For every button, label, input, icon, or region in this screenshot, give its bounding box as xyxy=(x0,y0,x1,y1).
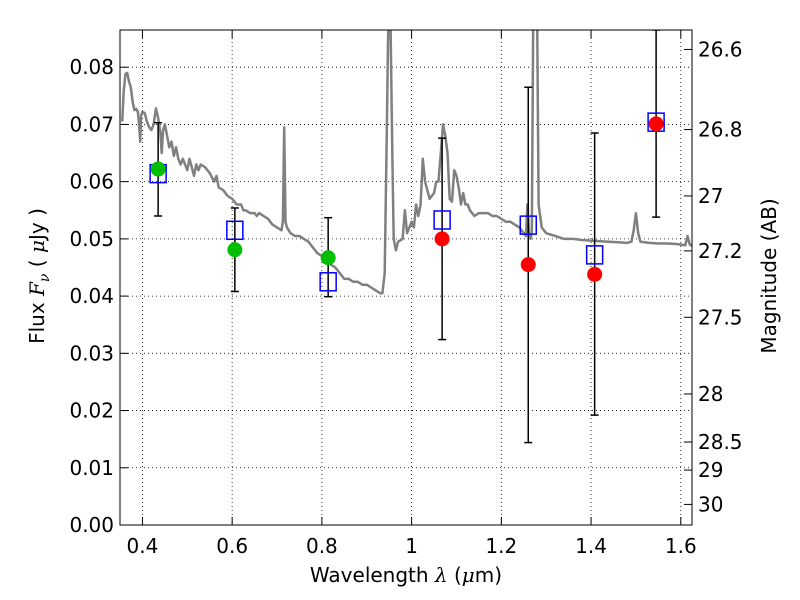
x-tick-label: 1.4 xyxy=(575,534,607,558)
x-tick-label: 1.2 xyxy=(485,534,517,558)
y2-tick-label: 28.5 xyxy=(698,430,743,454)
y2-tick-label: 29 xyxy=(698,458,723,482)
x-tick-labels: 0.4 0.6 0.8 1 1.2 1.4 1.6 xyxy=(127,534,697,558)
model-photometry-square xyxy=(585,245,604,265)
grid-lines xyxy=(120,30,692,526)
model-photometry-square xyxy=(319,272,337,292)
y-tick-label: 0.02 xyxy=(69,399,114,423)
y2-tick-label: 27.2 xyxy=(698,239,743,263)
x-tick-label: 0.8 xyxy=(306,534,338,558)
observed-flux-layer xyxy=(150,116,664,282)
y-tick-label: 0.00 xyxy=(69,513,114,537)
model-photometry-square xyxy=(519,215,538,235)
x-tick-label: 0.6 xyxy=(216,534,248,558)
observed-detection-point xyxy=(227,242,243,258)
model-spectrum-line xyxy=(120,30,692,295)
model-photometry-layer xyxy=(149,112,665,292)
x-tick-label: 1 xyxy=(405,534,418,558)
y-tick-label: 0.07 xyxy=(69,112,114,136)
x-axis-title: Wavelength λ (μm) xyxy=(310,563,502,587)
x-tick-label: 0.4 xyxy=(127,534,159,558)
y2-tick-label: 27 xyxy=(698,184,723,208)
y-tick-labels: 0.00 0.01 0.02 0.03 0.04 0.05 0.06 0.07 0.08 xyxy=(69,55,114,537)
y2-tick-label: 30 xyxy=(698,492,723,516)
model-photometry-square xyxy=(433,210,451,230)
observed-nondetection-point xyxy=(648,116,664,132)
observed-nondetection-point xyxy=(434,231,450,247)
y-tick-label: 0.03 xyxy=(69,341,114,365)
plot-frame xyxy=(119,29,693,526)
observed-nondetection-point xyxy=(520,257,536,273)
y-tick-label: 0.05 xyxy=(69,227,114,251)
model-photometry-square xyxy=(226,220,244,241)
y-axis-title: Flux Fν ( μJy ) xyxy=(25,208,53,344)
observed-detection-point xyxy=(320,250,336,266)
y-tick-label: 0.01 xyxy=(69,456,114,480)
y2-tick-label: 26.8 xyxy=(698,118,743,142)
y-tick-label: 0.08 xyxy=(69,55,114,79)
x-tick-label: 1.6 xyxy=(665,534,697,558)
model-spectrum-layer xyxy=(120,30,692,295)
y-tick-label: 0.04 xyxy=(69,284,114,308)
y2-tick-label: 28 xyxy=(698,382,723,406)
errorbar-layer xyxy=(154,30,661,444)
y2-tick-labels: 26.6 26.8 27 27.2 27.5 28 28.5 29 30 xyxy=(698,37,743,516)
y2-tick-label: 26.6 xyxy=(698,37,743,61)
observed-detection-point xyxy=(150,161,166,177)
axis-ticks xyxy=(120,30,692,526)
y-tick-label: 0.06 xyxy=(69,170,114,194)
observed-nondetection-point xyxy=(587,266,603,282)
y2-tick-label: 27.5 xyxy=(698,305,743,329)
y2-axis-title: Magnitude (AB) xyxy=(757,198,781,353)
